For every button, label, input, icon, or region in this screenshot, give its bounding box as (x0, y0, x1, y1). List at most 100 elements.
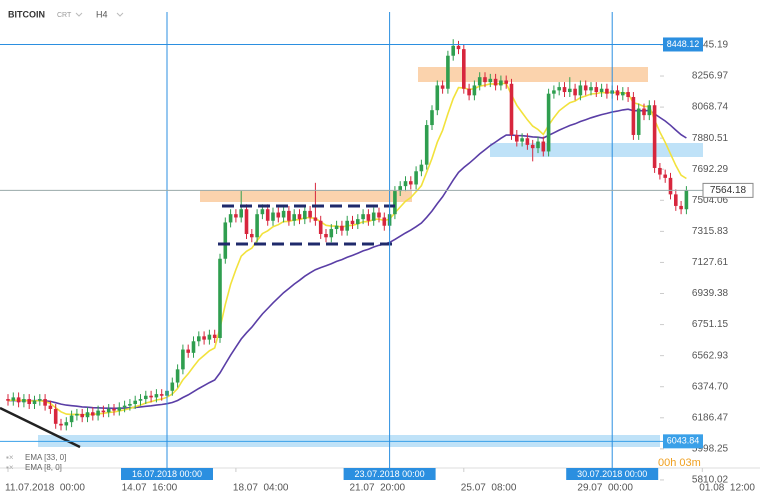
y-tick-label: 7315.83 (692, 226, 729, 237)
supply-zone (418, 67, 648, 82)
candle-body (117, 407, 122, 411)
candle-body (202, 336, 206, 340)
candle-body (313, 217, 318, 221)
candle-body (541, 141, 546, 152)
candle-body (48, 405, 53, 409)
instrument-type[interactable]: CRT (57, 12, 72, 19)
price-label-box (663, 37, 703, 52)
candle-body (303, 210, 307, 220)
candle-body (583, 85, 588, 91)
candle-body (181, 349, 185, 370)
candle-body (371, 212, 376, 221)
candle-body (605, 88, 609, 94)
dropdown-caret[interactable] (116, 12, 124, 17)
y-tick-label: 7504.06 (692, 195, 729, 206)
candle-body (133, 400, 137, 405)
y-tick-label: 5998.25 (692, 443, 729, 454)
time-label: 30.07.2018 00:00 (577, 469, 647, 479)
candle-body (212, 334, 217, 338)
candle-body (578, 85, 583, 96)
timeframe[interactable]: H4 (96, 9, 108, 19)
candle-body (636, 108, 641, 135)
candle-body (409, 181, 413, 185)
candle-body (276, 212, 281, 218)
candle-body (467, 88, 471, 96)
candle-body (499, 80, 503, 86)
x-tick-label: 18.07 04:00 (233, 483, 289, 494)
candle-body (292, 214, 296, 221)
candle-body (218, 258, 222, 338)
y-tick-label: 6186.47 (692, 412, 729, 423)
candle-body (446, 55, 450, 89)
candle-body (43, 399, 47, 406)
candle-body (398, 186, 402, 192)
y-tick-label: 7692.29 (692, 164, 729, 175)
candle-body (11, 397, 16, 401)
candle-body (297, 214, 302, 220)
x-tick-label: 29.07 00:00 (577, 483, 633, 494)
price-label: 6043.84 (667, 436, 700, 446)
overlay: 8448.12 6043.84 16.07.2018 00:00 23.07.2018… (0, 12, 754, 480)
candle-body (493, 78, 498, 86)
candle-body (16, 397, 21, 403)
candle-body (472, 85, 477, 96)
legend-icon: ▪× (6, 463, 14, 472)
candle-body (159, 394, 164, 396)
y-tick-label: 7880.51 (692, 133, 729, 144)
candle-body (260, 209, 265, 215)
candle-body (663, 174, 667, 178)
drawings (0, 204, 395, 449)
y-tick-label: 6562.93 (692, 350, 729, 361)
y-tick-label: 6939.38 (692, 288, 729, 299)
candle-body (568, 88, 572, 93)
candle-body (265, 209, 270, 221)
candle-body (318, 220, 323, 234)
candle-body (340, 225, 344, 231)
supply-zone (200, 190, 412, 202)
candle-body (329, 229, 334, 238)
y-tick-label: 8445.19 (692, 40, 729, 51)
candle-body (440, 85, 445, 89)
candle-body (594, 87, 599, 93)
candle-body (96, 410, 100, 416)
candle-body (631, 96, 636, 135)
candle-body (80, 413, 84, 418)
candle-body (170, 382, 175, 391)
y-tick-label: 6751.15 (692, 319, 729, 330)
symbol[interactable]: BITCOIN (8, 9, 45, 19)
candle-body (488, 78, 493, 83)
candle-body (53, 408, 58, 424)
candle-body (22, 399, 26, 403)
candle-body (456, 45, 461, 50)
y-tick-label: 8256.97 (692, 71, 729, 82)
candle-body (621, 92, 625, 96)
candle-body (557, 87, 561, 91)
candle-body (589, 87, 593, 91)
candle-body (599, 88, 604, 93)
candle-body (562, 87, 567, 93)
legend-label: EMA [8, 0] (25, 463, 62, 472)
x-tick-label: 25.07 08:00 (461, 483, 517, 494)
candle-body (626, 92, 630, 97)
candle-body (91, 412, 95, 416)
candle-body (101, 410, 106, 413)
candle-body (287, 210, 291, 221)
candle-body (308, 210, 312, 218)
candle-body (324, 233, 328, 238)
candle-body (414, 171, 418, 185)
x-tick-label: 01.08 12:00 (699, 483, 755, 494)
price-label: 8448.12 (667, 39, 700, 49)
candle-body (32, 400, 37, 405)
candle-body (64, 422, 69, 426)
candle-body (419, 164, 424, 172)
candle-body (536, 141, 540, 149)
x-tick-label: 21.07 20:00 (350, 483, 406, 494)
price-label-box (663, 434, 703, 449)
time-label-box (121, 468, 213, 480)
candle-body (525, 138, 530, 145)
candle-body (361, 214, 365, 220)
candle-body (552, 90, 556, 94)
dropdown-caret[interactable] (75, 12, 83, 17)
